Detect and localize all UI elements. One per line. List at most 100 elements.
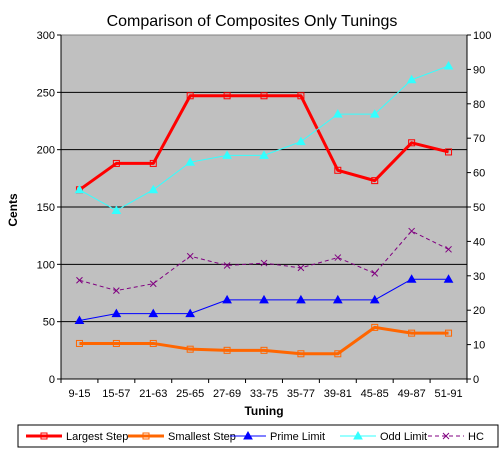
data-point-hc bbox=[186, 252, 194, 260]
y-tick-label: 200 bbox=[37, 145, 55, 157]
data-point-hc bbox=[371, 270, 379, 277]
x-tick-label: 25-65 bbox=[176, 388, 204, 400]
data-point-hc-stroke bbox=[260, 259, 268, 267]
y2-tick-label: 50 bbox=[473, 202, 485, 214]
x-tick-label: 39-81 bbox=[324, 388, 352, 400]
legend-label: Odd Limit bbox=[380, 431, 427, 443]
legend-label: Prime Limit bbox=[270, 431, 325, 443]
data-point-largest-step bbox=[112, 159, 120, 167]
data-point-prime-limit bbox=[443, 274, 454, 283]
series-odd-limit bbox=[74, 60, 454, 214]
data-point-largest-step bbox=[334, 166, 342, 174]
y2-tick-label: 20 bbox=[473, 305, 485, 317]
data-point-prime-limit bbox=[148, 308, 159, 318]
y2-tick-label: 70 bbox=[473, 133, 485, 145]
legend-marker bbox=[142, 432, 150, 440]
y-tick-label: 50 bbox=[43, 317, 55, 329]
data-point-largest-step bbox=[186, 92, 194, 100]
x-tick-label: 33-75 bbox=[250, 388, 278, 400]
data-point-odd-limit bbox=[369, 109, 380, 118]
data-point-odd-limit bbox=[296, 136, 306, 146]
chart-title: Comparison of Composites Only Tunings bbox=[107, 13, 398, 30]
series-line-largest-step bbox=[78, 94, 449, 192]
legend-item-largest-step: Largest Step bbox=[26, 431, 128, 443]
x-tick-label: 51-91 bbox=[434, 388, 462, 400]
data-point-odd-limit bbox=[332, 109, 343, 118]
data-point-prime-limit bbox=[222, 294, 232, 304]
y2-tick-label: 10 bbox=[473, 340, 485, 352]
y2-tick-label: 80 bbox=[473, 99, 485, 111]
data-point-hc-stroke bbox=[186, 252, 194, 260]
data-point-prime-limit bbox=[185, 308, 196, 318]
data-point-odd-limit bbox=[111, 205, 122, 214]
data-point-prime-limit bbox=[74, 315, 85, 325]
data-point-prime-limit bbox=[259, 294, 269, 304]
data-point-smallest-step bbox=[260, 346, 268, 354]
series-hc bbox=[76, 227, 452, 294]
y-axis-title: Cents bbox=[6, 193, 20, 227]
data-point-hc-stroke bbox=[297, 264, 305, 272]
x-axis-title: Tuning bbox=[244, 404, 283, 418]
data-point-hc-stroke bbox=[334, 254, 342, 261]
legend-marker bbox=[442, 432, 450, 440]
data-point-largest-step bbox=[445, 148, 453, 156]
legend-label: HC bbox=[468, 431, 484, 443]
data-point-hc bbox=[334, 254, 342, 261]
y2-tick-label: 90 bbox=[473, 64, 485, 76]
data-point-smallest-step bbox=[408, 329, 416, 337]
series-smallest-step bbox=[75, 323, 453, 358]
data-point-hc-stroke bbox=[408, 227, 415, 235]
data-point-prime-limit bbox=[369, 294, 380, 304]
series-line-smallest-step bbox=[79, 325, 449, 356]
series-largest-step bbox=[75, 92, 453, 194]
legend-item-smallest-step: Smallest Step bbox=[128, 431, 236, 443]
data-point-largest-step bbox=[223, 92, 231, 100]
y-tick-label: 150 bbox=[37, 202, 55, 214]
x-tick-label: 45-85 bbox=[361, 388, 389, 400]
data-point-prime-limit bbox=[332, 294, 343, 304]
data-point-largest-step bbox=[371, 177, 379, 185]
data-point-smallest-step bbox=[186, 345, 194, 353]
data-point-smallest-step bbox=[149, 339, 157, 347]
data-point-hc bbox=[76, 276, 83, 284]
data-point-odd-limit bbox=[148, 184, 159, 194]
data-point-prime-limit bbox=[111, 308, 122, 318]
x-tick-label: 27-69 bbox=[213, 388, 241, 400]
legend-marker bbox=[353, 430, 363, 440]
y-tick-label: 250 bbox=[37, 87, 55, 99]
x-tick-label: 35-77 bbox=[287, 388, 315, 400]
legend-item-hc: HC bbox=[428, 431, 484, 443]
legend-marker bbox=[243, 430, 253, 440]
legend-marker-stroke bbox=[442, 432, 450, 440]
data-point-hc bbox=[260, 259, 268, 267]
axes: 0 50 100 150 200 250 300 0 10 20 30 40 50 60 70 80 90 100… bbox=[37, 30, 492, 400]
data-point-hc bbox=[408, 227, 415, 235]
data-point-hc bbox=[149, 280, 157, 288]
series-group bbox=[74, 60, 454, 358]
data-point-hc-stroke bbox=[149, 280, 157, 288]
data-point-smallest-step bbox=[371, 323, 379, 331]
y2-tick-label: 100 bbox=[473, 30, 491, 42]
data-point-odd-limit bbox=[222, 150, 232, 159]
data-point-smallest-step bbox=[445, 329, 453, 337]
data-point-hc bbox=[223, 262, 231, 269]
data-point-largest-step bbox=[260, 92, 268, 100]
data-point-hc bbox=[297, 264, 305, 272]
data-point-hc-stroke bbox=[445, 245, 452, 253]
series-prime-limit bbox=[74, 274, 454, 325]
data-point-hc-stroke bbox=[371, 270, 379, 277]
data-point-prime-limit bbox=[296, 294, 306, 304]
y2-tick-label: 0 bbox=[473, 374, 479, 386]
y2-tick-label: 30 bbox=[473, 271, 485, 283]
data-point-hc-stroke bbox=[76, 276, 83, 284]
data-point-smallest-step bbox=[334, 350, 342, 358]
y-tick-label: 0 bbox=[49, 374, 55, 386]
x-tick-label: 21-63 bbox=[139, 388, 167, 400]
data-point-largest-step bbox=[149, 159, 157, 167]
data-point-smallest-step bbox=[75, 339, 83, 347]
data-point-odd-limit bbox=[185, 157, 196, 166]
data-point-odd-limit bbox=[406, 74, 417, 84]
legend-item-prime-limit: Prime Limit bbox=[230, 430, 325, 443]
legend-label: Largest Step bbox=[66, 431, 128, 443]
